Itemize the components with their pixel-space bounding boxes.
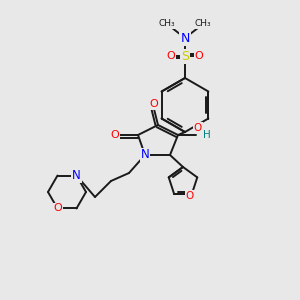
Text: N: N: [180, 32, 190, 44]
Text: N: N: [141, 148, 149, 161]
Text: O: O: [53, 203, 62, 214]
Text: O: O: [186, 191, 194, 201]
Text: H: H: [203, 130, 211, 140]
Text: N: N: [72, 169, 81, 182]
Text: CH₃: CH₃: [159, 20, 175, 28]
Text: O: O: [195, 51, 203, 61]
Text: O: O: [111, 130, 119, 140]
Text: CH₃: CH₃: [195, 20, 211, 28]
Text: O: O: [167, 51, 176, 61]
Text: O: O: [150, 99, 158, 109]
Text: S: S: [181, 50, 189, 62]
Text: O: O: [194, 123, 202, 133]
